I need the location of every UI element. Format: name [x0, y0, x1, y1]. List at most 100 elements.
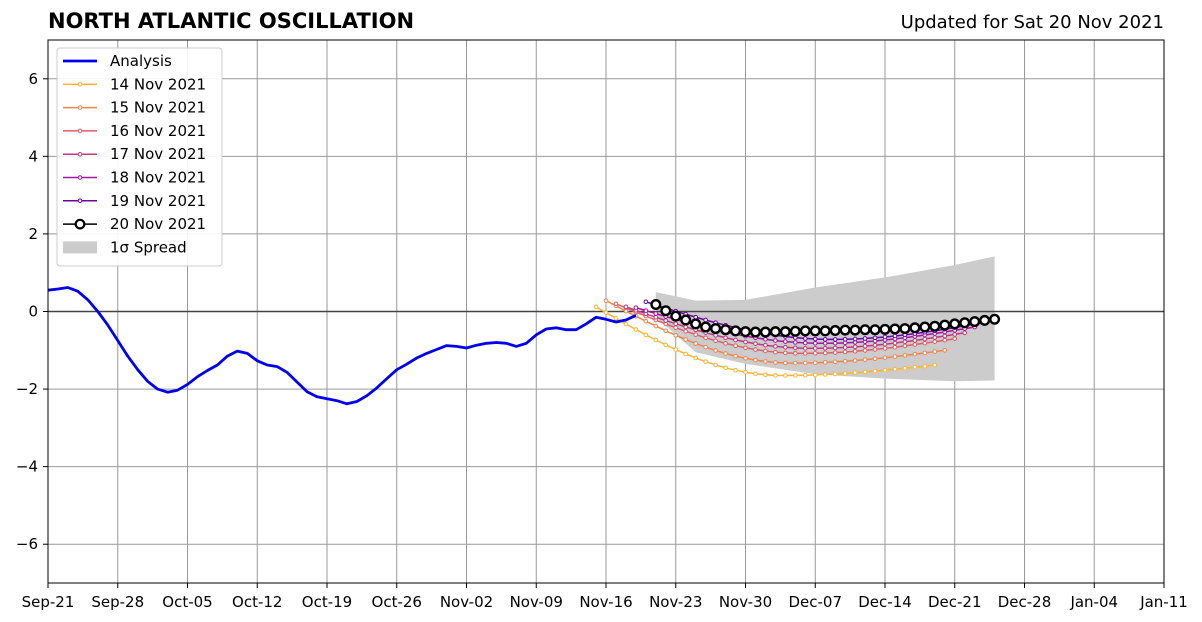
- x-tick-label: Oct-19: [302, 593, 352, 611]
- forecast-point: [872, 368, 878, 374]
- forecast-point: [753, 371, 758, 377]
- current-forecast-point: [899, 323, 911, 335]
- forecast-point: [822, 340, 828, 346]
- forecast-point: [683, 324, 689, 330]
- forecast-point: [663, 342, 669, 348]
- x-tick-label: Sep-21: [22, 593, 75, 611]
- x-tick-label: Nov-16: [579, 593, 632, 611]
- x-tick-label: Jan-04: [1069, 593, 1118, 611]
- current-forecast-point: [730, 325, 742, 337]
- forecast-point: [673, 325, 679, 331]
- current-forecast-point: [670, 310, 682, 322]
- forecast-point: [763, 342, 768, 348]
- spread-layer: [655, 256, 995, 382]
- forecast-point: [763, 348, 768, 354]
- legend-label: 15 Nov 2021: [110, 99, 206, 117]
- forecast-point: [743, 355, 748, 361]
- x-tick-label: Oct-05: [162, 593, 212, 611]
- forecast-point: [693, 332, 698, 337]
- x-tick-label: Dec-07: [788, 593, 842, 611]
- forecast-point: [852, 348, 858, 354]
- forecast-point: [952, 332, 958, 337]
- legend-marker-forecast: [77, 175, 83, 180]
- x-tick-label: Dec-28: [998, 593, 1052, 611]
- forecast-point: [832, 345, 838, 351]
- forecast-point: [862, 348, 868, 353]
- forecast-point: [942, 347, 948, 353]
- current-forecast-point: [690, 318, 702, 330]
- y-tick-label: 0: [28, 303, 38, 321]
- forecast-point: [892, 366, 898, 372]
- forecast-point: [902, 343, 908, 349]
- forecast-point: [812, 340, 818, 346]
- current-forecast-point: [829, 325, 841, 337]
- forecast-point: [912, 342, 918, 347]
- x-tick-label: Nov-09: [510, 593, 563, 611]
- current-forecast-point: [740, 326, 752, 338]
- legend-marker-forecast: [77, 128, 83, 134]
- forecast-point: [882, 367, 888, 373]
- y-tick-label: 6: [28, 70, 38, 88]
- forecast-point: [773, 349, 778, 355]
- forecast-point: [912, 364, 918, 370]
- forecast-point: [862, 369, 868, 375]
- forecast-point: [713, 348, 718, 353]
- forecast-point: [623, 321, 629, 327]
- forecast-point: [832, 350, 838, 355]
- current-forecast-point: [680, 314, 692, 326]
- forecast-point: [723, 341, 728, 346]
- forecast-point: [842, 349, 848, 355]
- forecast-point: [663, 318, 669, 323]
- current-forecast-point: [769, 326, 781, 338]
- legend-label: 14 Nov 2021: [110, 75, 206, 93]
- current-forecast-point: [939, 319, 951, 331]
- chart-title: NORTH ATLANTIC OSCILLATION: [48, 9, 415, 33]
- analysis-layer: [47, 286, 637, 406]
- forecast-point: [842, 371, 848, 376]
- forecast-point: [822, 372, 828, 377]
- forecast-point: [703, 359, 708, 364]
- current-forecast-point: [710, 323, 722, 335]
- current-forecast-point: [789, 325, 801, 337]
- forecast-point: [852, 358, 858, 363]
- forecast-point: [802, 340, 808, 346]
- x-tick-label: Sep-28: [91, 593, 144, 611]
- forecast-point: [673, 332, 679, 338]
- forecast-point: [793, 360, 798, 366]
- forecast-point: [842, 345, 848, 350]
- forecast-point: [703, 344, 708, 350]
- forecast-point: [892, 333, 898, 339]
- y-tick-label: 4: [28, 147, 38, 165]
- y-tick-label: 2: [28, 225, 38, 243]
- forecast-point: [663, 328, 669, 334]
- forecast-point: [932, 339, 938, 344]
- forecast-point: [952, 336, 958, 341]
- legend-label: 16 Nov 2021: [110, 122, 206, 140]
- current-forecast-point: [759, 326, 771, 338]
- forecast-point: [892, 340, 898, 346]
- forecast-point: [902, 353, 908, 358]
- forecast-point: [793, 340, 798, 345]
- forecast-point: [882, 346, 888, 351]
- forecast-point: [643, 332, 649, 338]
- forecast-point: [693, 341, 698, 346]
- forecast-point: [862, 357, 868, 362]
- y-tick-label: −6: [16, 535, 38, 553]
- forecast-point: [902, 365, 908, 371]
- forecast-point: [922, 363, 928, 369]
- current-forecast-point: [979, 314, 991, 326]
- forecast-point: [643, 318, 649, 324]
- analysis-line: [47, 286, 637, 406]
- forecast-point: [832, 371, 838, 377]
- forecast-point: [932, 335, 938, 340]
- forecast-point: [753, 357, 758, 363]
- forecast-point: [613, 301, 619, 307]
- forecast-point: [763, 372, 768, 378]
- forecast-point: [613, 316, 619, 321]
- forecast-point: [593, 304, 599, 310]
- legend-box: [56, 47, 223, 267]
- forecast-point: [832, 359, 838, 365]
- forecast-point: [962, 330, 968, 336]
- forecast-point: [633, 327, 639, 332]
